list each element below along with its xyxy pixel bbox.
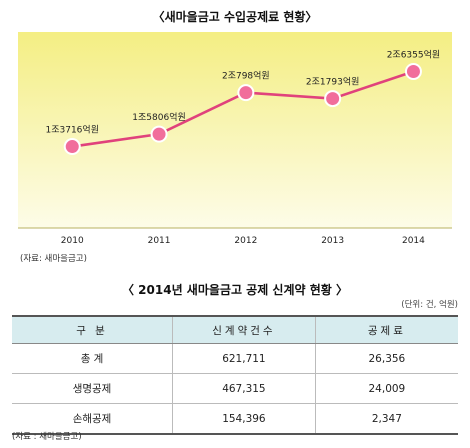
table-unit: (단위: 건, 억원) bbox=[401, 300, 458, 310]
row-premium: 2,347 bbox=[314, 403, 458, 435]
data-point bbox=[150, 125, 168, 143]
data-label: 2조6355억원 bbox=[387, 48, 440, 60]
header-contract-count: 신계약건수 bbox=[172, 315, 316, 344]
table-header-row: 구 분 신계약건수 공제료 bbox=[12, 315, 458, 344]
header-category: 구 분 bbox=[12, 315, 173, 344]
contract-table: 구 분 신계약건수 공제료 총 계 621,711 26,356 생명공제 46… bbox=[12, 315, 458, 435]
chart-source: (자료: 새마을금고) bbox=[20, 254, 87, 264]
row-premium: 24,009 bbox=[314, 373, 458, 404]
x-tick-label: 2011 bbox=[148, 236, 171, 246]
x-tick-label: 2013 bbox=[321, 236, 344, 246]
table-row: 생명공제 467,315 24,009 bbox=[12, 373, 458, 404]
row-label: 총 계 bbox=[12, 343, 173, 374]
header-premium: 공제료 bbox=[314, 315, 458, 344]
table-title: 〈 2014년 새마을금고 공제 신계약 현황 〉 bbox=[122, 283, 348, 297]
data-point bbox=[237, 84, 255, 102]
chart-title: 〈새마을금고 수입공제료 현황〉 bbox=[152, 10, 318, 24]
row-label: 생명공제 bbox=[12, 373, 173, 404]
line-chart: 1조3716억원 2010 1조5806억원 2011 2조798억원 2012 2조179… bbox=[18, 32, 452, 246]
data-label: 1조5806억원 bbox=[132, 111, 185, 123]
row-contract-count: 621,711 bbox=[172, 343, 316, 374]
row-premium: 26,356 bbox=[314, 343, 458, 374]
data-label: 2조798억원 bbox=[222, 70, 270, 82]
table-row: 총 계 621,711 26,356 bbox=[12, 343, 458, 374]
row-label: 손해공제 bbox=[12, 403, 173, 435]
table-source: (자료 : 새마을금고) bbox=[12, 432, 82, 442]
row-contract-count: 467,315 bbox=[172, 373, 316, 404]
data-point bbox=[404, 62, 422, 80]
x-tick-label: 2014 bbox=[402, 236, 425, 246]
x-tick-label: 2010 bbox=[61, 236, 84, 246]
plot-area bbox=[18, 32, 452, 228]
data-label: 2조1793억원 bbox=[306, 76, 359, 88]
row-contract-count: 154,396 bbox=[172, 403, 316, 435]
data-point bbox=[324, 90, 342, 108]
data-point bbox=[63, 138, 81, 156]
data-label: 1조3716억원 bbox=[46, 124, 99, 136]
table-row: 손해공제 154,396 2,347 bbox=[12, 403, 458, 435]
x-tick-label: 2012 bbox=[234, 236, 257, 246]
